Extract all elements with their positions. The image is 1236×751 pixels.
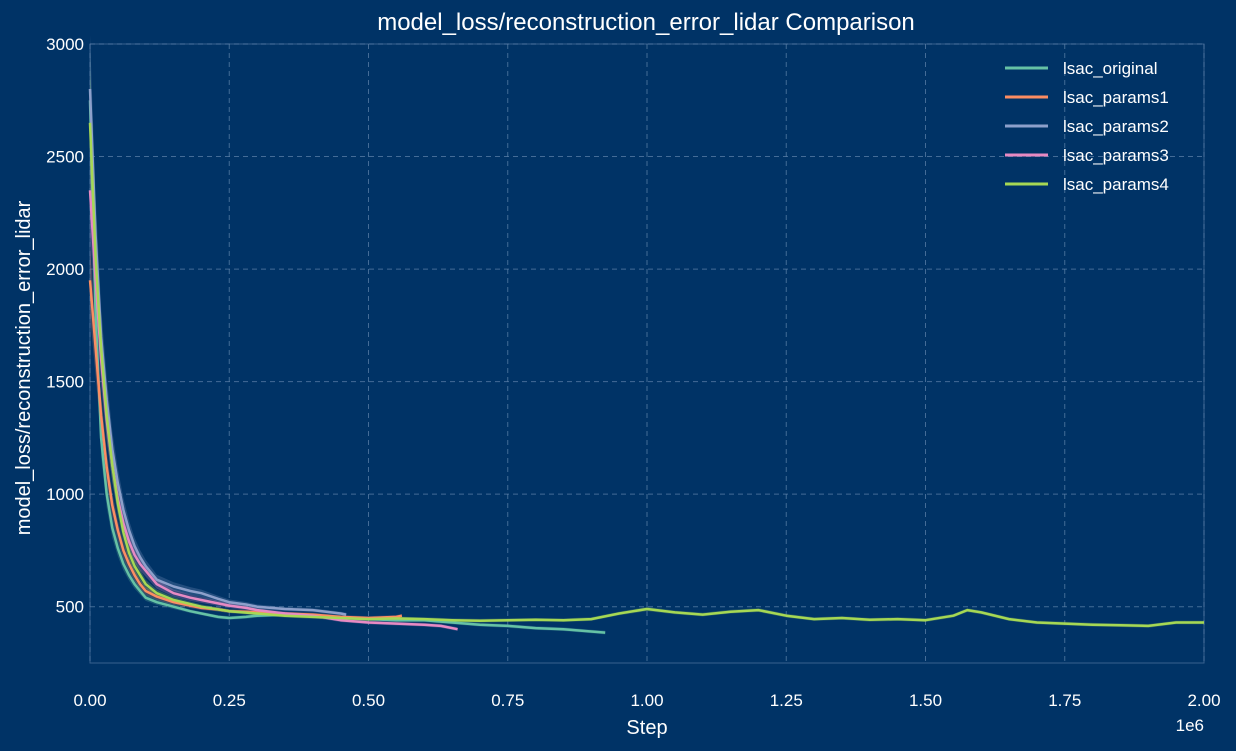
- y-tick-label: 1000: [46, 485, 84, 504]
- y-tick-label: 2500: [46, 148, 84, 167]
- x-tick-label: 0.50: [352, 691, 385, 710]
- y-axis-label: model_loss/reconstruction_error_lidar: [13, 200, 35, 535]
- y-axis: 500 1000 1500 2000 2500 3000: [46, 35, 84, 617]
- chart-title: model_loss/reconstruction_error_lidar Co…: [377, 9, 915, 36]
- series-line-lsac_original: [88, 100, 606, 634]
- y-tick-label: 2000: [46, 260, 84, 279]
- x-tick-label: 1.75: [1048, 691, 1081, 710]
- legend-label-lsac_params2: lsac_params2: [1063, 117, 1169, 136]
- x-tick-label: 1.50: [909, 691, 942, 710]
- x-tick-label: 2.00: [1187, 691, 1220, 710]
- x-tick-label: 0.75: [491, 691, 524, 710]
- grid: [89, 43, 1205, 664]
- y-tick-label: 1500: [46, 373, 84, 392]
- x-axis-label: Step: [626, 717, 667, 739]
- series-band-lsac_params3: [90, 146, 458, 631]
- legend-label-lsac_params3: lsac_params3: [1063, 146, 1169, 165]
- legend-label-lsac_original: lsac_original: [1063, 59, 1158, 78]
- x-tick-label: 1.25: [770, 691, 803, 710]
- x-axis-offset-label: 1e6: [1176, 716, 1204, 735]
- y-tick-label: 500: [56, 598, 84, 617]
- series-band-lsac_original: [90, 47, 606, 635]
- x-tick-label: 0.00: [73, 691, 106, 710]
- legend-label-lsac_params1: lsac_params1: [1063, 88, 1169, 107]
- legend: lsac_original lsac_params1 lsac_params2lsa…: [1005, 59, 1169, 194]
- x-axis: 0.00 0.25 0.50 0.75 1.00 1.25 1.50 1.75 2.00: [73, 691, 1220, 710]
- series-line-lsac_params4: [88, 122, 1204, 628]
- x-tick-label: 1.00: [630, 691, 663, 710]
- legend-label-lsac_params4: lsac_params4: [1063, 175, 1169, 194]
- series-line-lsac_params2: [88, 88, 347, 616]
- x-tick-label: 0.25: [213, 691, 246, 710]
- y-tick-label: 3000: [46, 35, 84, 54]
- series-lines: [88, 88, 1204, 634]
